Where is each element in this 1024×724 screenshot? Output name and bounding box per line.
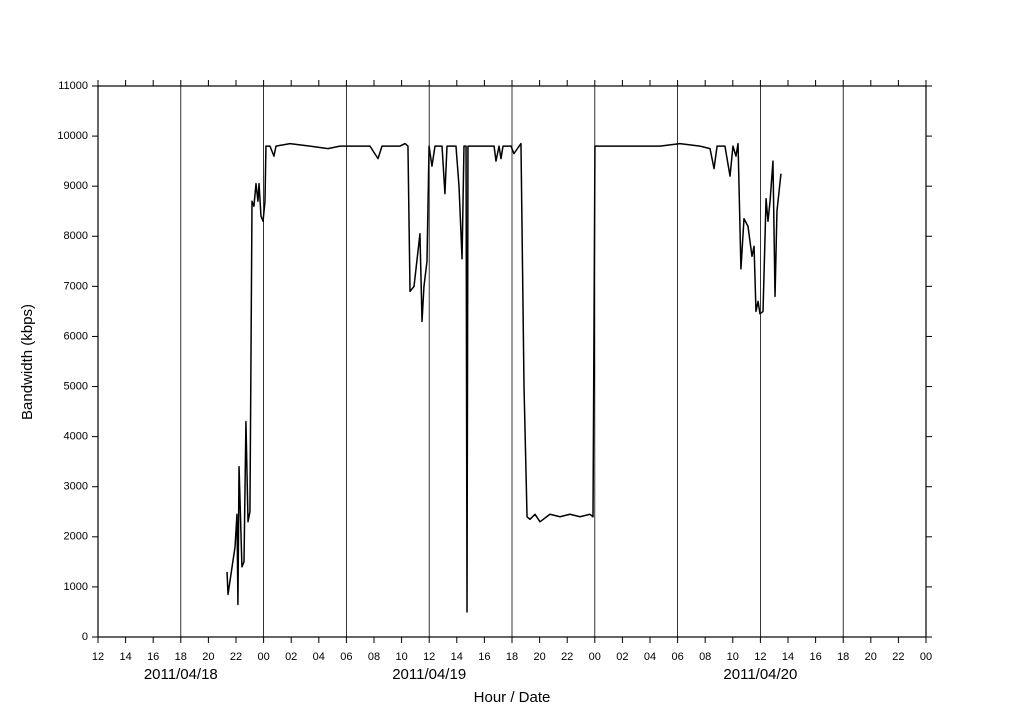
x-axis-label: Hour / Date [474, 689, 551, 706]
x-tick-label: 00 [920, 651, 932, 663]
x-tick-label: 04 [313, 651, 325, 663]
x-tick-label: 18 [175, 651, 187, 663]
x-tick-label: 12 [92, 651, 104, 663]
x-tick-label: 16 [147, 651, 159, 663]
y-tick-label: 2000 [64, 531, 88, 543]
x-tick-label: 04 [644, 651, 656, 663]
x-tick-label: 14 [782, 651, 794, 663]
x-tick-label: 08 [368, 651, 380, 663]
x-tick-label: 02 [616, 651, 628, 663]
x-tick-label: 22 [892, 651, 904, 663]
date-label: 2011/04/20 [723, 666, 797, 683]
x-tick-label: 08 [699, 651, 711, 663]
y-tick-label: 7000 [64, 280, 88, 292]
x-tick-label: 20 [865, 651, 877, 663]
y-tick-label: 8000 [64, 230, 88, 242]
x-tick-label: 16 [809, 651, 821, 663]
y-tick-label: 6000 [64, 330, 88, 342]
x-tick-label: 22 [230, 651, 242, 663]
y-tick-label: 1000 [64, 581, 88, 593]
x-tick-label: 18 [506, 651, 518, 663]
y-tick-label: 3000 [64, 481, 88, 493]
y-tick-label: 0 [82, 631, 88, 643]
date-label: 2011/04/19 [392, 666, 466, 683]
x-tick-label: 22 [561, 651, 573, 663]
x-tick-label: 10 [395, 651, 407, 663]
y-tick-label: 5000 [64, 380, 88, 392]
x-tick-label: 06 [340, 651, 352, 663]
x-tick-label: 18 [837, 651, 849, 663]
date-label: 2011/04/18 [144, 666, 218, 683]
x-tick-label: 12 [423, 651, 435, 663]
x-tick-label: 10 [727, 651, 739, 663]
x-tick-label: 00 [257, 651, 269, 663]
x-tick-label: 00 [589, 651, 601, 663]
x-tick-label: 14 [119, 651, 131, 663]
x-tick-label: 16 [478, 651, 490, 663]
x-tick-label: 06 [671, 651, 683, 663]
data-line [226, 142, 782, 613]
x-tick-label: 12 [754, 651, 766, 663]
x-tick-label: 20 [202, 651, 214, 663]
y-tick-label: 11000 [58, 80, 88, 92]
y-axis-label: Bandwidth (kbps) [19, 304, 36, 420]
y-tick-label: 4000 [64, 431, 88, 443]
x-tick-label: 14 [451, 651, 463, 663]
y-tick-label: 10000 [57, 130, 88, 142]
y-tick-label: 9000 [64, 180, 88, 192]
x-tick-label: 20 [533, 651, 545, 663]
x-tick-label: 02 [285, 651, 297, 663]
